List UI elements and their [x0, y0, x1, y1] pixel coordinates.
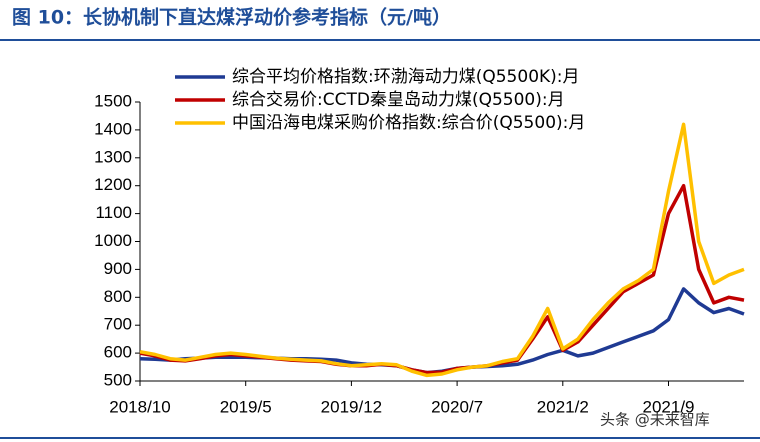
series-line	[139, 287, 745, 375]
y-tick-label: 800	[104, 287, 132, 306]
legend-label: 综合交易价:CCTD秦皇岛动力煤(Q5500):月	[232, 90, 565, 110]
y-tick-label: 1400	[94, 119, 132, 138]
x-tick-label: 2019/12	[321, 397, 382, 416]
series-line	[139, 183, 745, 375]
x-tick-label: 2019/5	[220, 397, 272, 416]
series-line	[139, 122, 745, 378]
x-tick-label: 2018/10	[109, 397, 170, 416]
y-tick-label: 1200	[94, 175, 132, 194]
x-tick-label: 2021/9	[643, 397, 695, 416]
y-tick-label: 600	[104, 343, 132, 362]
x-tick-label: 2020/7	[431, 397, 483, 416]
y-tick-label: 1300	[94, 147, 132, 166]
y-tick-label: 900	[104, 259, 132, 278]
x-tick-label: 2021/2	[537, 397, 589, 416]
y-tick-label: 500	[104, 370, 132, 389]
legend-label: 综合平均价格指数:环渤海动力煤(Q5500K):月	[232, 67, 580, 87]
y-tick-label: 1100	[95, 203, 132, 222]
watermark: 头条 @未来智库	[600, 411, 710, 429]
chart-title: 图 10：长协机制下直达煤浮动价参考指标（元/吨）	[12, 6, 451, 29]
y-tick-label: 1000	[94, 231, 132, 250]
legend-label: 中国沿海电煤采购价格指数:综合价(Q5500):月	[232, 113, 585, 133]
y-tick-label: 700	[104, 315, 132, 334]
y-tick-label: 1500	[94, 91, 132, 110]
